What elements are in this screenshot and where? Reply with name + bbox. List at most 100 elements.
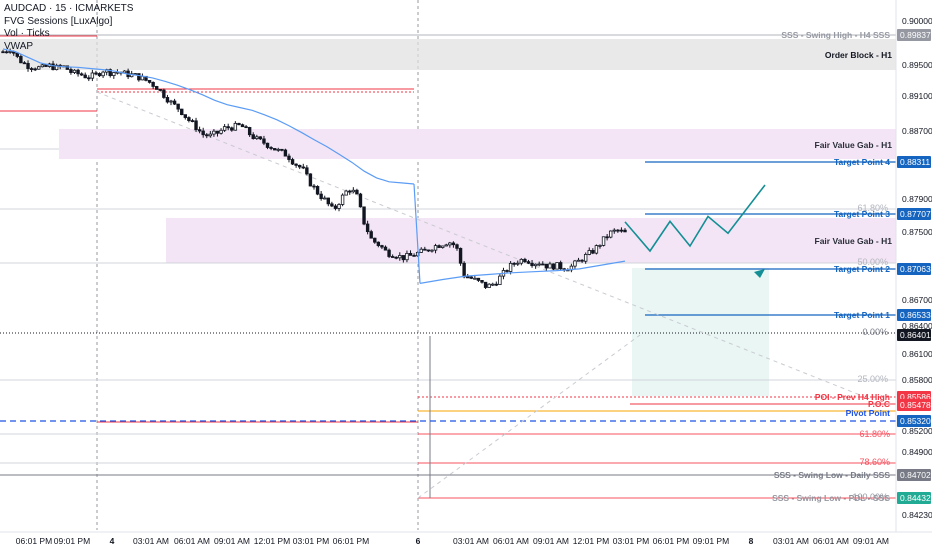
candle xyxy=(390,254,395,258)
candle-body-down xyxy=(44,64,48,67)
candle-body-down xyxy=(201,130,205,136)
candle xyxy=(487,283,491,288)
candle xyxy=(283,148,288,157)
vwap-line xyxy=(2,48,415,185)
candle-body-down xyxy=(305,167,309,175)
candle-body-down xyxy=(65,65,70,70)
candle-body-up xyxy=(587,250,591,255)
candle xyxy=(308,173,313,187)
candle-body-down xyxy=(326,197,330,205)
time-tick-label: 06:01 PM xyxy=(333,536,369,546)
candle-body-down xyxy=(258,136,263,140)
candle xyxy=(219,128,223,135)
candle xyxy=(101,70,105,79)
candle xyxy=(533,263,538,269)
candle xyxy=(237,122,241,126)
price-badge: 0.87063 xyxy=(897,263,931,275)
price-tick-label: 0.89100 xyxy=(902,91,932,101)
projection-path xyxy=(624,184,766,253)
swing-low-label: SSS - Swing Low - Daily SSS xyxy=(774,470,891,480)
candle xyxy=(269,146,273,151)
candle-body-down xyxy=(97,73,102,77)
candle xyxy=(569,263,574,273)
price-badge-text: 0.85320 xyxy=(900,416,931,426)
candle xyxy=(290,157,295,166)
candle-body-up xyxy=(598,244,602,247)
candle xyxy=(601,236,606,247)
indicator-vwap[interactable]: VWAP xyxy=(4,40,34,52)
indicator-volume[interactable]: Vol · Ticks xyxy=(4,28,50,39)
time-tick-label: 03:01 AM xyxy=(773,536,809,546)
candle-body-down xyxy=(605,236,609,239)
candle-body-down xyxy=(362,206,366,225)
candle-body-down xyxy=(469,276,473,279)
candle-body-down xyxy=(512,262,516,265)
projection-arrow-head xyxy=(754,269,765,278)
price-badge-bg xyxy=(897,399,931,411)
fib-percent-label: 78.60% xyxy=(859,457,890,467)
chart-legend: AUDCAD · 15 · ICMARKETS FVG Sessions [Lu… xyxy=(4,3,133,53)
candle xyxy=(337,203,341,212)
trend-line xyxy=(417,334,641,499)
price-badge-text: 0.84702 xyxy=(900,470,931,480)
candle-body-up xyxy=(398,255,402,259)
price-badge-bg xyxy=(897,492,931,504)
candle xyxy=(430,249,434,253)
price-badge-text: 0.89837 xyxy=(900,30,931,40)
price-tick-label: 0.86100 xyxy=(902,349,932,359)
fib-percent-label: 61.80% xyxy=(859,429,890,439)
price-badge-text: 0.86401 xyxy=(900,330,931,340)
candle xyxy=(494,281,499,287)
candle xyxy=(79,72,84,76)
candle xyxy=(458,247,463,266)
candle xyxy=(108,68,112,78)
candle xyxy=(398,252,402,261)
candle-body-down xyxy=(187,117,191,122)
candle-body-down xyxy=(269,147,273,149)
candle xyxy=(612,228,616,234)
candle xyxy=(22,61,27,65)
candle xyxy=(40,63,45,68)
candle xyxy=(294,163,298,168)
candle-body-down xyxy=(83,74,87,79)
candle-body-down xyxy=(315,186,320,195)
candle xyxy=(265,142,270,150)
candle xyxy=(348,189,352,195)
candle-body-up xyxy=(555,262,559,270)
trend-line xyxy=(96,91,861,396)
candle-body-down xyxy=(494,283,499,286)
price-badge: 0.87707 xyxy=(897,208,931,220)
symbol-title[interactable]: AUDCAD · 15 · ICMARKETS xyxy=(4,3,134,14)
candle xyxy=(180,108,184,116)
candle xyxy=(598,244,602,249)
candle-body-down xyxy=(283,149,288,157)
candle-body-up xyxy=(340,194,345,205)
candle xyxy=(376,241,381,248)
candle xyxy=(451,241,456,248)
candle-body-down xyxy=(158,89,162,91)
candle-body-down xyxy=(544,263,549,269)
price-tick-label: 0.87500 xyxy=(902,227,932,237)
candle-body-down xyxy=(355,189,359,195)
candle-body-up xyxy=(276,148,280,151)
candle xyxy=(112,72,116,79)
candle xyxy=(319,191,323,201)
candle-body-up xyxy=(533,263,538,267)
indicator-fvg-sessions[interactable]: FVG Sessions [LuxAlgo] xyxy=(4,15,113,27)
price-badge-bg xyxy=(897,329,931,341)
candle xyxy=(373,237,377,244)
candle-body-down xyxy=(15,52,19,57)
price-badge: 0.86401 xyxy=(897,329,931,341)
candle xyxy=(594,244,599,255)
candle-body-down xyxy=(580,259,584,262)
fib-percent-label: 0.00% xyxy=(862,327,888,337)
vwap-line xyxy=(419,260,626,284)
price-badge-text: 0.87707 xyxy=(900,209,931,219)
candle xyxy=(183,114,188,120)
candle xyxy=(69,67,73,75)
candle xyxy=(208,131,213,138)
price-badge-text: 0.85478 xyxy=(900,400,931,410)
candle-body-down xyxy=(408,252,413,256)
